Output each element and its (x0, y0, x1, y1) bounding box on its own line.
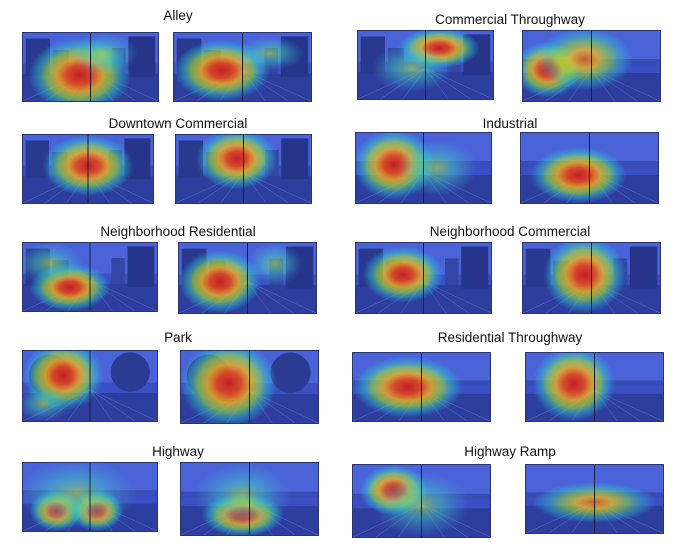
scene-category-panel: Industrial (350, 116, 670, 216)
panel-title: Highway (152, 444, 204, 459)
street-view-heatmap (356, 133, 491, 203)
street-view-heatmap (523, 243, 660, 313)
street-view-heatmap (23, 243, 157, 311)
scene-category-panel: Neighborhood Residential (18, 224, 338, 324)
heat-blob (530, 147, 627, 203)
heat-blob (23, 386, 70, 421)
street-view-heatmap (23, 135, 153, 203)
street-view-heatmap (353, 465, 490, 537)
heat-blob (70, 33, 138, 74)
heat-blob (362, 246, 444, 303)
scene-category-panel: Residential Throughway (350, 330, 670, 430)
heatmap-image-left (22, 32, 159, 102)
heatmap-image-left (22, 462, 158, 532)
heatmap-image-right (525, 464, 664, 534)
panel-title: Commercial Throughway (435, 12, 585, 27)
street-view-heatmap (358, 31, 493, 99)
heat-blob (194, 463, 291, 528)
street-view-heatmap (353, 353, 490, 421)
heat-blob (196, 135, 278, 190)
heat-blob (235, 36, 305, 71)
heatmap-image-right (173, 32, 312, 102)
street-view-heatmap (23, 351, 157, 421)
heat-blob (181, 351, 277, 423)
heat-blob (543, 243, 626, 313)
panel-title: Highway Ramp (464, 444, 556, 459)
heatmap-image-right (522, 30, 661, 102)
street-view-heatmap (356, 243, 491, 313)
street-view-heatmap (23, 33, 158, 101)
scene-category-panel: Highway Ramp (350, 444, 670, 544)
panel-title: Neighborhood Residential (100, 224, 256, 239)
heat-blob (23, 243, 84, 284)
street-view-heatmap (179, 243, 316, 313)
street-view-heatmap (526, 465, 663, 533)
scene-category-panel: Neighborhood Commercial (350, 224, 670, 324)
heatmap-image-left (352, 464, 491, 538)
heatmap-image-left (357, 30, 494, 100)
panel-title: Industrial (482, 116, 538, 131)
heatmap-image-right (178, 242, 317, 314)
street-view-heatmap (176, 135, 311, 203)
heatmap-image-right (525, 352, 664, 422)
street-view-heatmap (523, 31, 660, 101)
heat-blob (179, 250, 262, 313)
heatmap-image-left (352, 352, 491, 422)
heatmap-image-left (355, 242, 492, 314)
panel-title: Neighborhood Commercial (429, 224, 591, 239)
panel-title: Alley (163, 8, 193, 23)
heatmap-image-left (22, 242, 158, 312)
heat-blob (536, 31, 633, 91)
heatmap-image-right (180, 462, 319, 536)
scene-category-panel: Downtown Commercial (18, 116, 338, 216)
heatmap-image-left (22, 134, 154, 204)
heatmap-image-right (520, 132, 659, 204)
heatmap-image-left (355, 132, 492, 204)
panel-title: Downtown Commercial (108, 116, 248, 131)
street-view-heatmap (181, 351, 318, 423)
street-view-heatmap (521, 133, 658, 203)
heatmap-image-right (180, 350, 319, 424)
street-view-heatmap (181, 463, 318, 535)
scene-category-panel: Park (18, 330, 338, 430)
heatmap-image-right (522, 242, 661, 314)
street-view-heatmap (526, 353, 663, 421)
heatmap-image-right (175, 134, 312, 204)
street-view-heatmap (174, 33, 311, 101)
heat-blob (371, 44, 453, 93)
heat-blob (247, 243, 303, 285)
heat-blob (353, 356, 463, 418)
street-view-heatmap (23, 463, 157, 531)
heat-blob (23, 463, 137, 528)
panel-title: Residential Throughway (437, 330, 583, 345)
scene-category-panel: Alley (18, 8, 338, 108)
scene-category-panel: Commercial Throughway (350, 8, 670, 108)
heat-blob (396, 140, 478, 196)
heatmap-image-left (22, 350, 158, 422)
panel-title: Park (164, 330, 192, 345)
scene-category-panel: Highway (18, 444, 338, 544)
